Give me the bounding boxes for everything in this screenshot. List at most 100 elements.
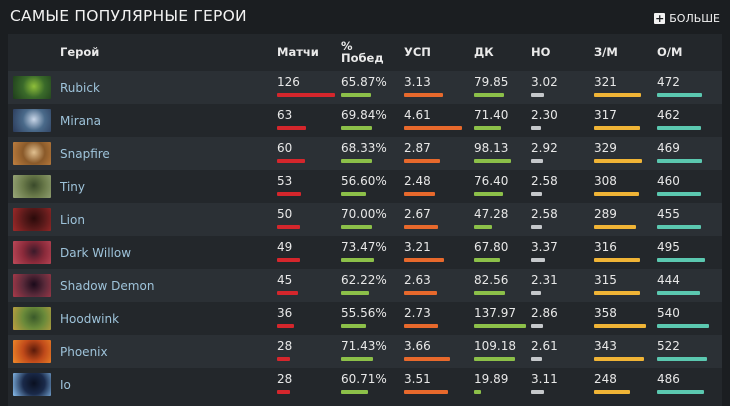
hero-name-link[interactable]: Snapfire [60,147,110,161]
col-matches[interactable]: Матчи [277,45,319,59]
hero-avatar[interactable] [13,274,51,297]
bar-kda [404,159,440,163]
bar-winrate [341,159,372,163]
bar-winrate [341,192,366,196]
hero-name-link[interactable]: Shadow Demon [60,279,155,293]
cell-kda: 3.21 [404,240,431,254]
bar-zm [594,225,636,229]
cell-kda: 2.48 [404,174,431,188]
bar-om [657,291,700,295]
table-row: Io 28 60.71% 3.51 19.89 3.11 248 486 [8,368,722,401]
hero-avatar[interactable] [13,76,51,99]
bar-dk [474,225,492,229]
cell-matches: 36 [277,306,293,320]
col-zm[interactable]: З/М [594,45,618,59]
cell-om: 462 [657,108,680,122]
bar-zm [594,291,640,295]
table-row: Snapfire 60 68.33% 2.87 98.13 2.92 329 469 [8,137,722,170]
hero-name-link[interactable]: Mirana [60,114,101,128]
bar-no [531,291,541,295]
hero-avatar[interactable] [13,175,51,198]
col-winrate[interactable]: % Побед [341,34,384,70]
hero-avatar[interactable] [13,241,51,264]
bar-kda [404,258,444,262]
cell-kda: 3.51 [404,372,431,386]
bar-winrate [341,324,366,328]
cell-winrate: 68.33% [341,141,387,155]
cell-om: 522 [657,339,680,353]
bar-kda [404,192,435,196]
section-header: САМЫЕ ПОПУЛЯРНЫЕ ГЕРОИ + БОЛЬШЕ [0,0,730,34]
more-button[interactable]: + БОЛЬШЕ [654,12,720,25]
cell-matches: 63 [277,108,293,122]
more-label: БОЛЬШЕ [669,12,720,25]
bar-no [531,225,542,229]
cell-zm: 248 [594,372,617,386]
cell-kda: 2.67 [404,207,431,221]
hero-name-link[interactable]: Io [60,378,71,392]
cell-winrate: 65.87% [341,75,387,89]
bar-winrate [341,126,372,130]
bar-zm [594,192,639,196]
bar-no [531,159,543,163]
cell-dk: 71.40 [474,108,509,122]
cell-no: 2.92 [531,141,558,155]
cell-winrate: 62.22% [341,273,387,287]
cell-dk: 137.97 [474,306,516,320]
table-row: Hoodwink 36 55.56% 2.73 137.97 2.86 358 540 [8,302,722,335]
bar-winrate [341,357,373,361]
bar-om [657,93,702,97]
cell-winrate: 71.43% [341,339,387,353]
cell-matches: 126 [277,75,300,89]
cell-zm: 317 [594,108,617,122]
hero-name-link[interactable]: Phoenix [60,345,108,359]
bar-zm [594,357,644,361]
cell-zm: 358 [594,306,617,320]
hero-name-link[interactable]: Hoodwink [60,312,120,326]
col-no[interactable]: НО [531,45,551,59]
hero-name-link[interactable]: Rubick [60,81,100,95]
col-kda[interactable]: УСП [404,45,431,59]
hero-name-link[interactable]: Dark Willow [60,246,132,260]
cell-no: 2.61 [531,339,558,353]
hero-name-link[interactable]: Lion [60,213,85,227]
col-dk[interactable]: ДК [474,45,494,59]
bar-kda [404,357,450,361]
cell-dk: 79.85 [474,75,509,89]
bar-matches [277,357,290,361]
hero-avatar[interactable] [13,307,51,330]
bar-om [657,159,702,163]
bar-zm [594,258,640,262]
section-title: САМЫЕ ПОПУЛЯРНЫЕ ГЕРОИ [10,7,247,25]
cell-om: 444 [657,273,680,287]
bar-matches [277,225,300,229]
cell-winrate: 56.60% [341,174,387,188]
bar-zm [594,324,646,328]
hero-avatar[interactable] [13,142,51,165]
bar-om [657,390,704,394]
bar-no [531,192,542,196]
cell-no: 2.58 [531,207,558,221]
cell-matches: 53 [277,174,293,188]
bar-no [531,126,541,130]
cell-no: 2.86 [531,306,558,320]
hero-avatar[interactable] [13,109,51,132]
bar-dk [474,126,501,130]
table-row: Dark Willow 49 73.47% 3.21 67.80 3.37 316 495 [8,236,722,269]
bar-zm [594,126,640,130]
bar-om [657,126,701,130]
hero-avatar[interactable] [13,373,51,396]
table-header: Герой Матчи % Побед УСП ДК НО З/М О/М [8,34,722,70]
bar-dk [474,258,500,262]
col-om[interactable]: О/М [657,45,683,59]
col-hero[interactable]: Герой [60,45,100,59]
hero-avatar[interactable] [13,340,51,363]
hero-avatar[interactable] [13,208,51,231]
bar-kda [404,324,438,328]
bar-no [531,357,542,361]
hero-name-link[interactable]: Tiny [60,180,86,194]
bar-matches [277,291,298,295]
bar-dk [474,357,515,361]
bar-matches [277,258,300,262]
cell-om: 540 [657,306,680,320]
